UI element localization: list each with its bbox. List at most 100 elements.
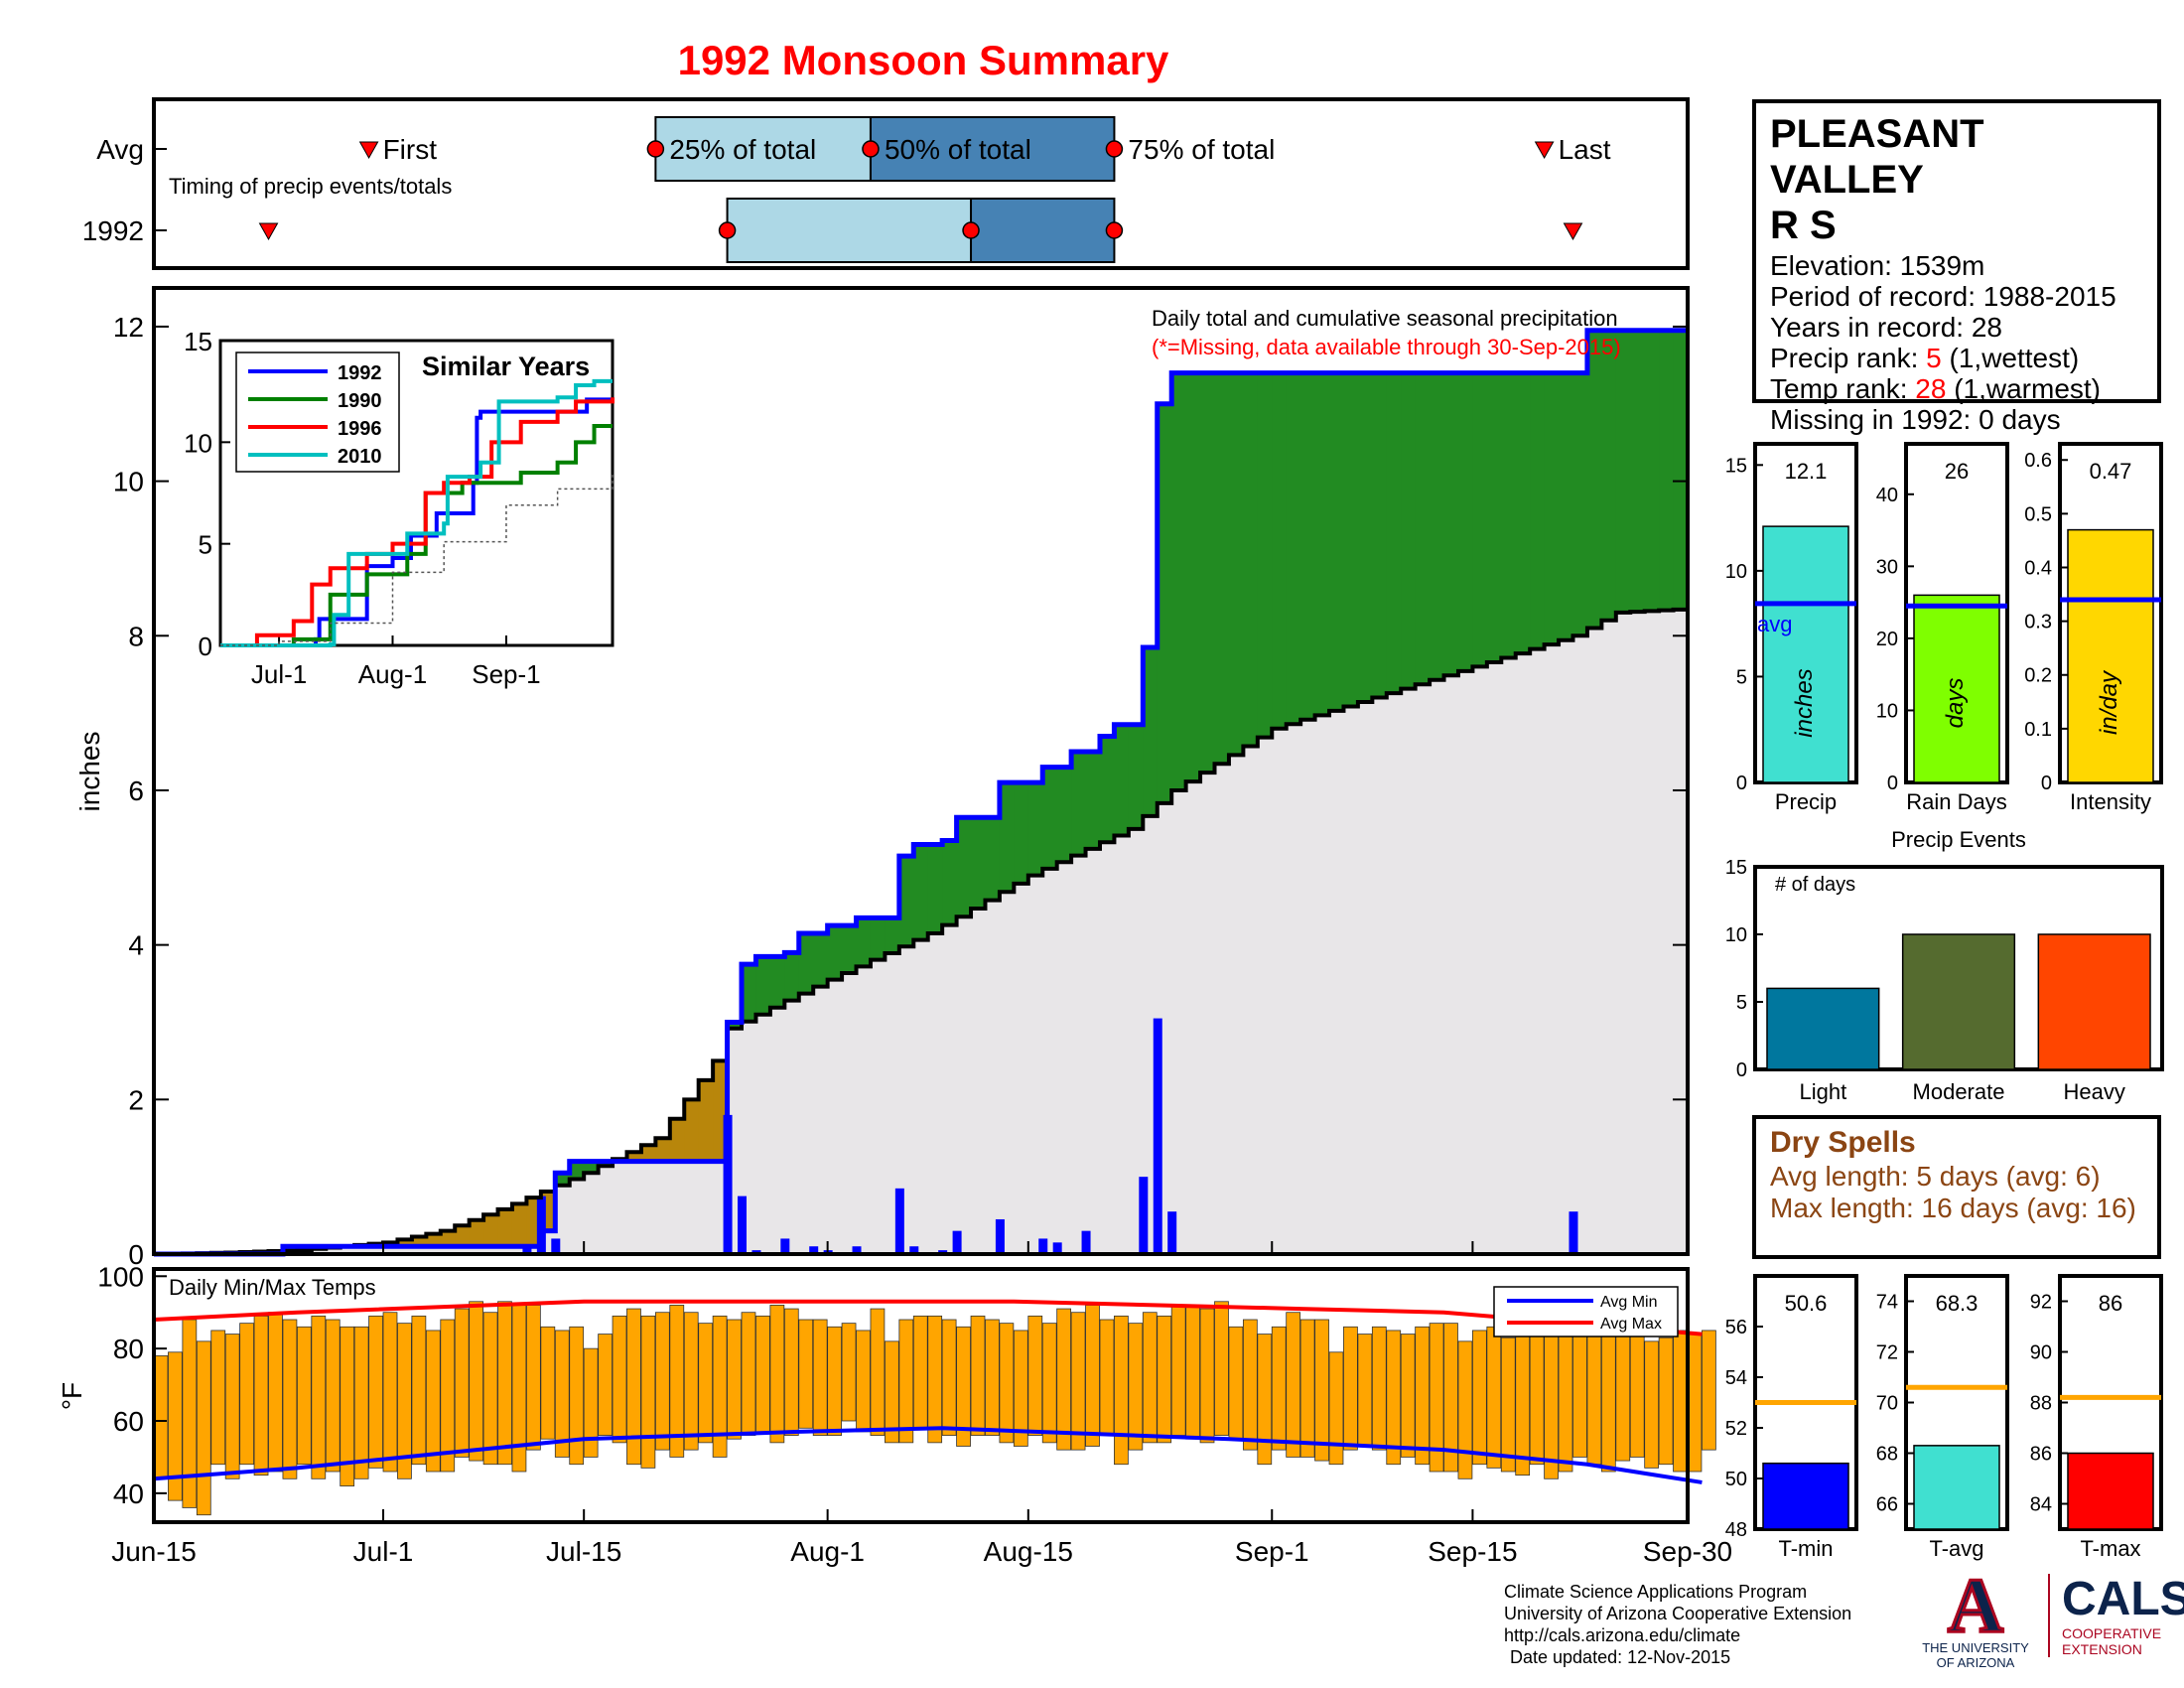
inset-legend-label: 1990	[338, 390, 382, 412]
temp-legend	[1493, 1286, 1679, 1337]
timing-label-last: Last	[1559, 134, 1611, 165]
x-tick-label: Sep-1	[1235, 1536, 1309, 1567]
event-bar	[1901, 933, 2016, 1070]
above-average-area	[784, 952, 800, 1001]
daily-temp-bar	[210, 1330, 226, 1466]
stat-y-tick-label: 0.6	[2024, 450, 2052, 472]
below-average-area	[684, 1099, 700, 1162]
stat-value-bar	[1913, 594, 2000, 783]
inset-title: Similar Years	[422, 352, 590, 381]
above-average-area	[1457, 372, 1473, 671]
above-average-area	[1559, 372, 1573, 640]
temp-legend-label-min: Avg Min	[1600, 1294, 1658, 1311]
daily-temp-bar	[482, 1312, 498, 1466]
above-average-area	[1386, 372, 1402, 694]
timing-note: Timing of precip events/totals	[169, 174, 452, 199]
station-name: PLEASANT VALLEY R S	[1770, 111, 2143, 248]
daily-temp-bar	[755, 1315, 770, 1433]
daily-temp-bar	[769, 1305, 785, 1444]
daily-temp-bar	[1371, 1326, 1387, 1451]
daily-temp-bar	[325, 1319, 341, 1473]
stat-y-tick-label: 56	[1725, 1317, 1747, 1338]
y-tick-label: 6	[128, 775, 144, 806]
ua-logo-text2: OF ARIZONA	[1936, 1655, 2015, 1670]
inset-series-line	[220, 423, 613, 647]
temp-chart-title: Daily Min/Max Temps	[169, 1275, 376, 1300]
above-average-area	[1357, 372, 1373, 702]
stat-value-label: 0.47	[2090, 459, 2132, 484]
daily-temp-bar	[411, 1315, 427, 1466]
timing-box-50-75	[970, 198, 1116, 263]
stat-panel-label: Precip	[1775, 789, 1837, 814]
above-average-area	[927, 844, 943, 933]
above-average-area	[1530, 372, 1546, 649]
daily-temp-bar	[1386, 1330, 1402, 1466]
temp-stats-panels: 50.6 48 50 52 54 56 T-min 68.3 66 68 70 72 74 T-avg 86…	[1725, 1274, 2163, 1561]
y-tick-label: 8	[128, 621, 144, 651]
stat-panel-label: Rain Days	[1906, 789, 2006, 814]
inset-series-line	[220, 397, 614, 647]
timing-percentile-marker	[1105, 221, 1124, 239]
daily-precip-bar	[1081, 1230, 1091, 1254]
above-average-area	[755, 956, 771, 1015]
footer-credits: Climate Science Applications Program Uni…	[1504, 1581, 1851, 1668]
temp-y-tick-label: 60	[113, 1406, 144, 1437]
daily-temp-bar	[712, 1315, 728, 1458]
precip-events-chart: Light Moderate Heavy 0 5 10 15 Precip Events # o…	[1725, 827, 2164, 1104]
event-category-label: Moderate	[1913, 1079, 2005, 1104]
daily-temp-bar	[1056, 1308, 1072, 1451]
below-average-area	[469, 1219, 484, 1247]
precip-stats-panels: 12.1 0 5 10 15 Precip inches avg 26 0 10 20 30 40 Rain…	[1725, 442, 2163, 814]
above-average-area	[1157, 403, 1172, 803]
below-average-area	[440, 1230, 456, 1247]
temp-rank-note: (1,warmest)	[1946, 373, 2102, 404]
cals-logo: CALS COOPERATIVE EXTENSION	[2048, 1574, 2184, 1657]
daily-precip-bar	[1569, 1211, 1578, 1254]
x-tick-label: Jun-15	[111, 1536, 197, 1567]
above-average-area	[1300, 372, 1316, 720]
daily-temp-bar	[1013, 1330, 1028, 1447]
above-average-area	[842, 925, 858, 973]
daily-temp-bar	[569, 1326, 585, 1466]
above-average-area	[1415, 372, 1431, 685]
stat-y-tick-label: 72	[1876, 1342, 1898, 1364]
daily-temp-bar	[885, 1340, 899, 1444]
daily-temp-bar	[741, 1312, 756, 1436]
above-average-area	[942, 840, 958, 925]
daily-temp-bar	[353, 1326, 369, 1479]
daily-temp-bar	[1185, 1305, 1200, 1440]
daily-precip-bar	[536, 1196, 546, 1254]
stat-y-tick-label: 92	[2030, 1292, 2052, 1314]
above-average-area	[956, 817, 972, 917]
above-average-area	[742, 964, 756, 1022]
daily-temp-bar	[956, 1326, 971, 1447]
daily-temp-bar	[497, 1301, 512, 1466]
daily-temp-bar	[669, 1305, 685, 1458]
daily-temp-bar	[1615, 1330, 1631, 1462]
daily-temp-bar	[1673, 1330, 1688, 1473]
stat-avg-label: avg	[1757, 612, 1792, 636]
daily-temp-bar	[827, 1326, 842, 1436]
stat-value-label: 68.3	[1936, 1291, 1979, 1316]
temp-y-axis-label: °F	[57, 1382, 87, 1410]
stat-value-label: 26	[1945, 459, 1969, 484]
daily-temp-bar	[1558, 1326, 1573, 1473]
below-average-area	[483, 1214, 499, 1247]
above-average-area	[1128, 724, 1144, 829]
x-tick-label: Aug-1	[790, 1536, 865, 1567]
stat-value-bar	[2067, 528, 2154, 783]
daily-temp-bar	[1099, 1319, 1115, 1436]
stat-value-bar	[1762, 1462, 1849, 1530]
below-average-area	[511, 1203, 527, 1247]
stat-y-tick-label: 68	[1876, 1444, 1898, 1466]
above-average-area	[913, 844, 929, 940]
temp-rank-label: Temp rank:	[1770, 373, 1916, 404]
below-average-area	[426, 1233, 442, 1247]
stat-y-tick-label: 30	[1876, 556, 1898, 578]
daily-temp-bar	[1299, 1319, 1315, 1458]
stat-value-label: 50.6	[1785, 1291, 1828, 1316]
inset-y-tick-label: 10	[184, 428, 212, 458]
avg-min-line	[153, 1426, 1703, 1484]
y-tick-label: 0	[128, 1239, 144, 1270]
daily-temp-bar	[970, 1315, 986, 1436]
